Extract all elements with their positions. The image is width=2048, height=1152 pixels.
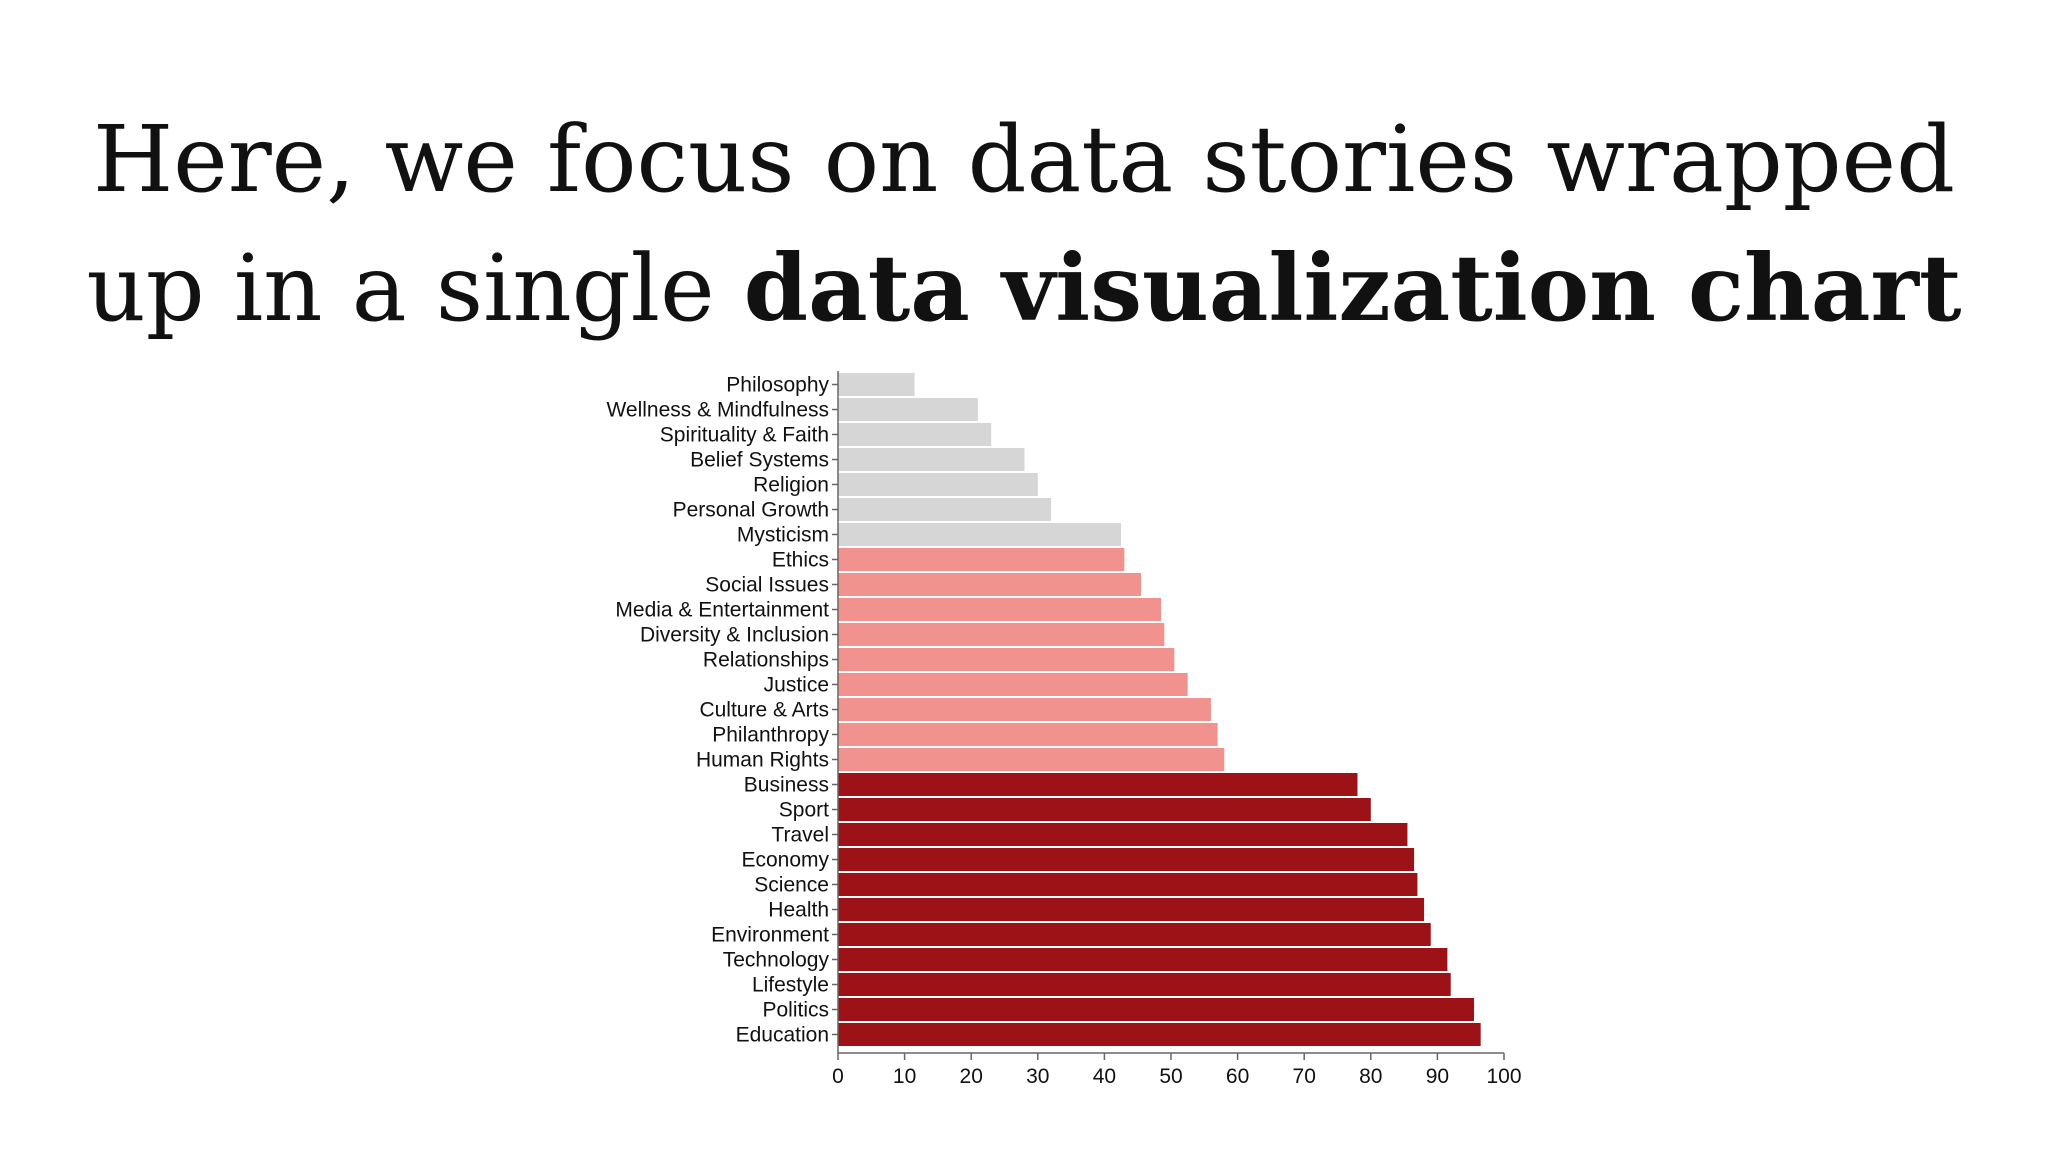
- x-tick-label: 50: [1159, 1065, 1182, 1088]
- category-label-human-rights: Human Rights: [696, 749, 829, 772]
- headline-line-2-bold: data visualization chart: [743, 234, 1962, 342]
- bar-diversity-inclusion: [838, 623, 1165, 646]
- bar-ethics: [838, 548, 1125, 571]
- x-tick-label: 20: [960, 1065, 983, 1088]
- bar-politics: [838, 998, 1475, 1021]
- x-tick-label: 100: [1486, 1065, 1521, 1088]
- bar-sport: [838, 798, 1371, 821]
- category-label-social-issues: Social Issues: [705, 574, 829, 597]
- headline: Here, we focus on data stories wrapped u…: [0, 96, 2048, 353]
- category-label-education: Education: [736, 1024, 829, 1047]
- bar-philosophy: [838, 373, 915, 396]
- bar-environment: [838, 923, 1431, 946]
- x-tick-label: 80: [1359, 1065, 1382, 1088]
- bar-business: [838, 773, 1358, 796]
- headline-line-2: up in a single data visualization chart: [0, 224, 2048, 353]
- category-label-personal-growth: Personal Growth: [673, 499, 829, 522]
- category-label-politics: Politics: [762, 999, 829, 1022]
- bar-human-rights: [838, 748, 1225, 771]
- bar-belief-systems: [838, 448, 1025, 471]
- category-label-justice: Justice: [764, 674, 829, 697]
- x-tick-label: 40: [1093, 1065, 1116, 1088]
- category-label-science: Science: [754, 874, 829, 897]
- bar-spirituality-faith: [838, 423, 992, 446]
- bar-justice: [838, 673, 1188, 696]
- category-label-media-entertainment: Media & Entertainment: [615, 599, 829, 622]
- category-label-economy: Economy: [741, 849, 829, 872]
- bar-social-issues: [838, 573, 1142, 596]
- x-tick-label: 60: [1226, 1065, 1249, 1088]
- x-axis: 0 10 20 30 40 50 60 70 80 90 100: [832, 371, 1522, 1088]
- bar-education: [838, 1023, 1481, 1046]
- bar-technology: [838, 948, 1448, 971]
- bar-economy: [838, 848, 1415, 871]
- headline-line-1: Here, we focus on data stories wrapped: [93, 106, 1955, 213]
- bar-lifestyle: [838, 973, 1451, 996]
- bar-mysticism: [838, 523, 1122, 546]
- category-label-relationships: Relationships: [703, 649, 829, 672]
- x-tick-label: 90: [1426, 1065, 1449, 1088]
- category-label-business: Business: [744, 774, 829, 797]
- bar-science: [838, 873, 1418, 896]
- category-label-philanthropy: Philanthropy: [712, 724, 829, 747]
- bar-media-entertainment: [838, 598, 1162, 621]
- category-label-sport: Sport: [779, 799, 829, 822]
- category-label-diversity-inclusion: Diversity & Inclusion: [640, 624, 829, 647]
- x-tick-label: 30: [1026, 1065, 1049, 1088]
- category-label-belief-systems: Belief Systems: [690, 449, 829, 472]
- category-label-philosophy: Philosophy: [726, 374, 829, 397]
- bar-personal-growth: [838, 498, 1052, 521]
- category-label-culture-arts: Culture & Arts: [699, 699, 829, 722]
- category-label-spirituality-faith: Spirituality & Faith: [660, 424, 829, 447]
- bar-travel: [838, 823, 1408, 846]
- category-label-lifestyle: Lifestyle: [752, 974, 829, 997]
- category-label-mysticism: Mysticism: [737, 524, 829, 547]
- x-tick-label: 70: [1293, 1065, 1316, 1088]
- category-label-health: Health: [768, 899, 829, 922]
- category-label-environment: Environment: [711, 924, 829, 947]
- bar-culture-arts: [838, 698, 1211, 721]
- category-label-religion: Religion: [753, 474, 829, 497]
- category-label-technology: Technology: [723, 949, 830, 972]
- x-tick-label: 0: [832, 1065, 844, 1088]
- bar-health: [838, 898, 1425, 921]
- category-label-wellness-mindfulness: Wellness & Mindfulness: [606, 399, 829, 422]
- bars-layer: [838, 373, 1481, 1046]
- headline-line-2-plain: up in a single: [86, 235, 744, 342]
- bar-wellness-mindfulness: [838, 398, 978, 421]
- category-label-travel: Travel: [771, 824, 829, 847]
- category-label-ethics: Ethics: [772, 549, 829, 572]
- x-tick-label: 10: [893, 1065, 916, 1088]
- bar-relationships: [838, 648, 1175, 671]
- bar-philanthropy: [838, 723, 1218, 746]
- bar-religion: [838, 473, 1038, 496]
